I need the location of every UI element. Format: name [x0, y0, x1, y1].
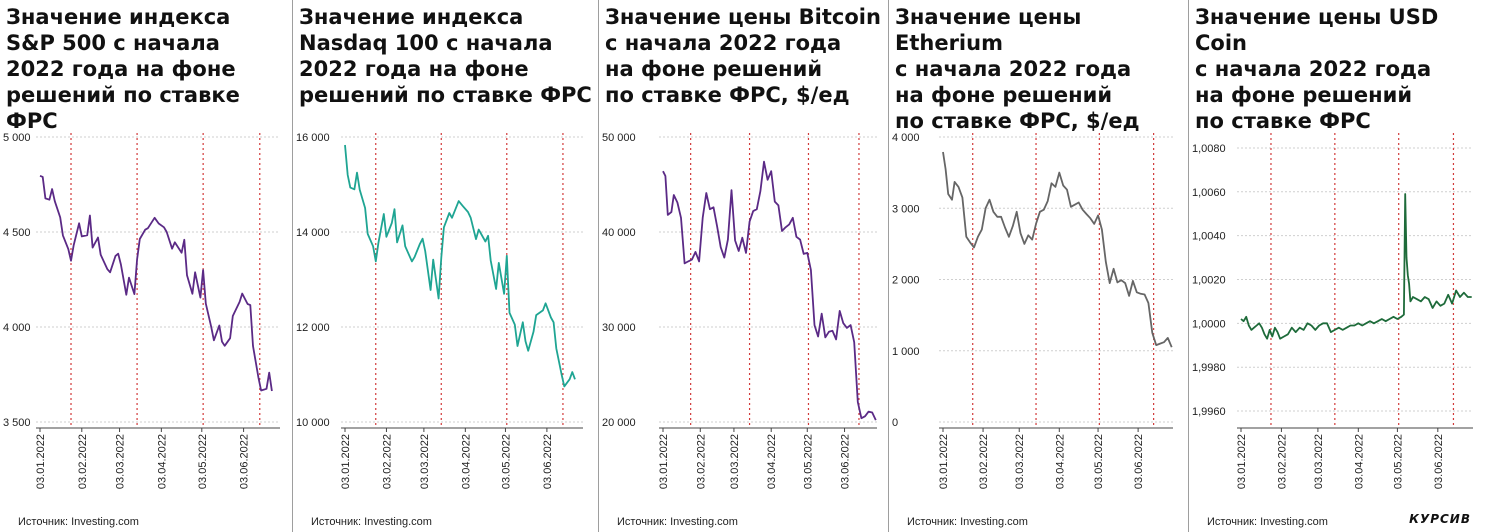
- x-tick-label: 03.04.2022: [766, 434, 778, 489]
- y-tick-label: 4 500: [3, 227, 31, 239]
- x-tick-label: 03.06.2022: [542, 434, 554, 489]
- source-label: Источник: Investing.com: [1207, 516, 1328, 528]
- series-line: [39, 174, 273, 392]
- y-tick-label: 1,0020: [1192, 275, 1226, 287]
- panel-divider: [292, 0, 293, 532]
- y-tick-label: 30 000: [602, 322, 636, 334]
- chart-title: Значение цены Etherium с начала 2022 год…: [895, 5, 1140, 133]
- y-tick-label: 0: [892, 417, 898, 429]
- y-tick-label: 40 000: [602, 227, 636, 239]
- x-tick-label: 03.01.2022: [938, 434, 950, 489]
- chart-svg: 20 000 30 000 40 000 50 000 03.01.2022 03.02.…: [602, 132, 877, 489]
- y-tick-label: 2 000: [892, 275, 920, 287]
- panel-divider: [1188, 0, 1189, 532]
- y-tick-label: 1,9980: [1192, 362, 1226, 374]
- x-tick-label: 03.01.2022: [658, 434, 670, 489]
- source-label: Источник: Investing.com: [617, 516, 738, 528]
- y-tick-label: 1 000: [892, 346, 920, 358]
- x-tick-label: 03.03.2022: [1014, 434, 1026, 489]
- y-tick-label: 5 000: [3, 132, 31, 144]
- chart-svg: 3 500 4 000 4 500 5 000 03.01.2022 03.02.2022…: [3, 132, 280, 489]
- x-tick-label: 03.02.2022: [978, 434, 990, 489]
- series-line: [1240, 193, 1472, 340]
- y-tick-label: 3 500: [3, 417, 31, 429]
- y-tick-label: 1,0060: [1192, 187, 1226, 199]
- x-tick-label: 03.02.2022: [1276, 434, 1288, 489]
- y-tick-label: 4 000: [892, 132, 920, 144]
- y-tick-label: 4 000: [3, 322, 31, 334]
- y-tick-label: 1,0080: [1192, 143, 1226, 155]
- x-tick-label: 03.03.2022: [115, 434, 127, 489]
- y-tick-label: 14 000: [296, 227, 330, 239]
- chart-title: Значение индекса Nasdaq 100 с начала 202…: [299, 5, 592, 107]
- x-tick-label: 03.05.2022: [1392, 434, 1404, 489]
- series-line: [662, 160, 877, 421]
- x-tick-label: 03.06.2022: [840, 434, 852, 489]
- chart-panel-sp500: Значение индекса S&P 500 с начала 2022 г…: [0, 0, 292, 532]
- x-tick-label: 03.03.2022: [729, 434, 741, 489]
- x-tick-label: 03.02.2022: [695, 434, 707, 489]
- source-label: Источник: Investing.com: [907, 516, 1028, 528]
- chart-panel-usdcoin: Значение цены USD Coin с начала 2022 год…: [1189, 0, 1485, 532]
- source-label: Источник: Investing.com: [18, 516, 139, 528]
- x-tick-label: 03.05.2022: [1093, 434, 1105, 489]
- chart-panel-bitcoin: Значение цены Bitcoin с начала 2022 года…: [599, 0, 888, 532]
- chart-title: Значение цены USD Coin с начала 2022 год…: [1195, 5, 1439, 133]
- chart-svg: 0 1 000 2 000 3 000 4 000 03.01.2022 03.02.202…: [892, 132, 1173, 489]
- x-tick-label: 03.04.2022: [1054, 434, 1066, 489]
- series-line: [942, 151, 1173, 348]
- y-tick-label: 1,0000: [1192, 318, 1226, 330]
- x-tick-label: 03.06.2022: [239, 434, 251, 489]
- y-tick-label: 1,9960: [1192, 406, 1226, 418]
- x-tick-label: 03.06.2022: [1433, 434, 1445, 489]
- chart-title: Значение цены Bitcoin с начала 2022 года…: [605, 5, 881, 107]
- chart-title: Значение индекса S&P 500 с начала 2022 г…: [6, 5, 240, 133]
- x-tick-label: 03.04.2022: [460, 434, 472, 489]
- x-tick-label: 03.01.2022: [35, 434, 47, 489]
- panel-divider: [598, 0, 599, 532]
- panel-divider: [888, 0, 889, 532]
- chart-svg: 10 000 12 000 14 000 16 000 03.01.2022 03.02.…: [296, 132, 583, 489]
- y-tick-label: 16 000: [296, 132, 330, 144]
- kursiv-logo: КУРСИВ: [1409, 512, 1471, 526]
- x-tick-label: 03.06.2022: [1133, 434, 1145, 489]
- y-tick-label: 50 000: [602, 132, 636, 144]
- x-tick-label: 03.03.2022: [419, 434, 431, 489]
- x-tick-label: 03.01.2022: [340, 434, 352, 489]
- y-tick-label: 20 000: [602, 417, 636, 429]
- y-tick-label: 10 000: [296, 417, 330, 429]
- chart-svg: 1,9960 1,9980 1,0000 1,0020 1,0040 1,0060 1,00…: [1192, 133, 1473, 489]
- x-tick-label: 03.04.2022: [1353, 434, 1365, 489]
- y-tick-label: 3 000: [892, 203, 920, 215]
- x-tick-label: 03.04.2022: [156, 434, 168, 489]
- x-tick-label: 03.05.2022: [500, 434, 512, 489]
- y-tick-label: 1,0040: [1192, 231, 1226, 243]
- y-tick-label: 12 000: [296, 322, 330, 334]
- series-line: [344, 144, 576, 388]
- x-tick-label: 03.02.2022: [381, 434, 393, 489]
- x-tick-label: 03.05.2022: [197, 434, 209, 489]
- x-tick-label: 03.02.2022: [77, 434, 89, 489]
- chart-panel-etherium: Значение цены Etherium с начала 2022 год…: [889, 0, 1188, 532]
- x-tick-label: 03.03.2022: [1313, 434, 1325, 489]
- x-tick-label: 03.05.2022: [802, 434, 814, 489]
- chart-panel-nasdaq100: Значение индекса Nasdaq 100 с начала 202…: [293, 0, 598, 532]
- x-tick-label: 03.01.2022: [1236, 434, 1248, 489]
- source-label: Источник: Investing.com: [311, 516, 432, 528]
